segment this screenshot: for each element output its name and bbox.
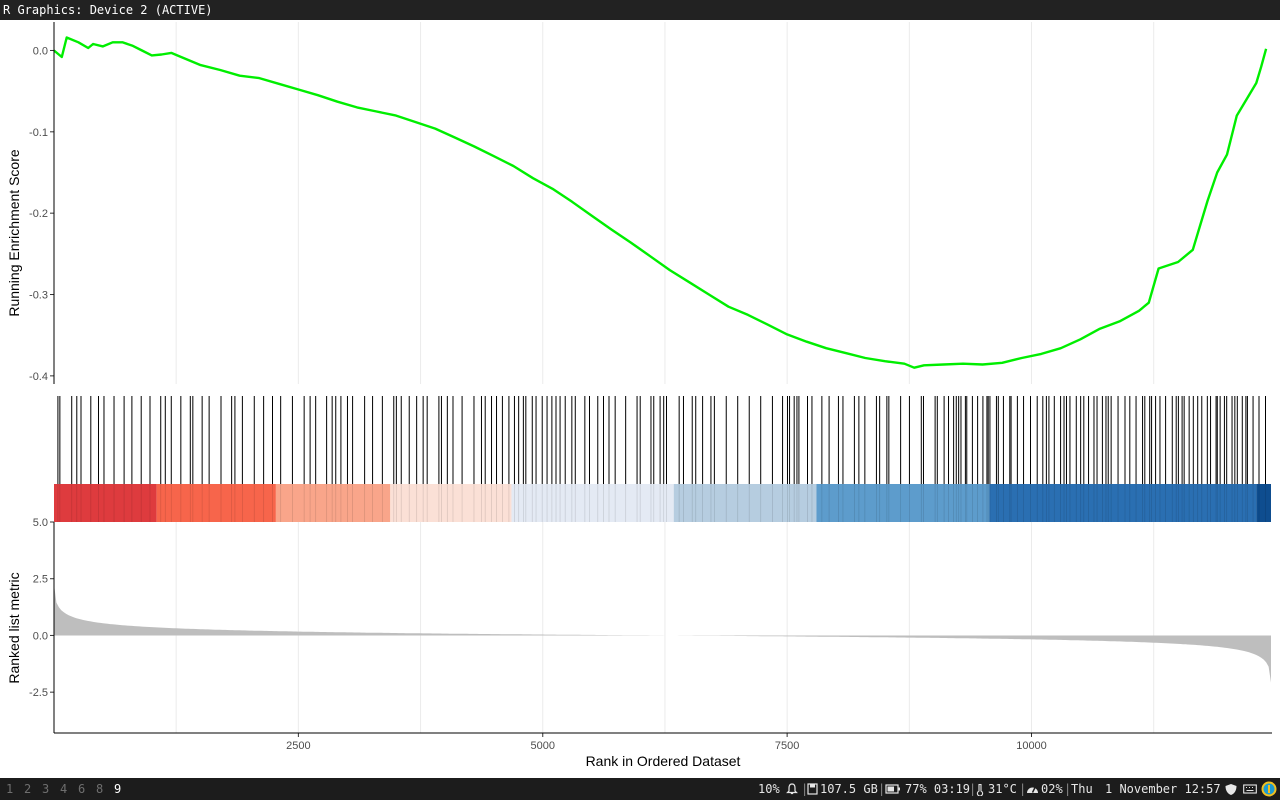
separator: | xyxy=(969,782,977,796)
clock-datetime[interactable]: 1 November 12:57 xyxy=(1105,782,1221,796)
keyboard-icon[interactable] xyxy=(1243,783,1257,795)
disk-icon xyxy=(807,783,818,795)
workspace-3[interactable]: 3 xyxy=(42,782,50,796)
metric-tick-label: 0.0 xyxy=(33,630,48,642)
color-band-segment xyxy=(275,484,391,522)
thermometer-icon xyxy=(976,783,984,796)
workspace-1[interactable]: 1 xyxy=(6,782,14,796)
es-y-axis-title: Running Enrichment Score xyxy=(6,149,22,317)
x-tick-label: 2500 xyxy=(286,740,310,752)
separator: | xyxy=(1064,782,1072,796)
separator: | xyxy=(1019,782,1027,796)
color-band-segment xyxy=(816,484,990,522)
battery-icon xyxy=(885,784,900,794)
update-notifier-icon[interactable] xyxy=(1261,781,1277,797)
color-band-segment xyxy=(156,484,276,522)
volume-value[interactable]: 10% xyxy=(758,782,780,796)
color-band-segment xyxy=(390,484,512,522)
color-band-segment xyxy=(673,484,817,522)
x-tick-label: 10000 xyxy=(1016,740,1047,752)
es-tick-label: -0.2 xyxy=(29,208,48,220)
metric-y-axis-title: Ranked list metric xyxy=(6,572,22,683)
separator: | xyxy=(878,782,886,796)
cpu-usage: 02% xyxy=(1041,782,1063,796)
shield-icon[interactable] xyxy=(1224,783,1238,796)
color-band-segment xyxy=(54,484,157,522)
window-title: R Graphics: Device 2 (ACTIVE) xyxy=(3,3,213,17)
metric-tick-label: 5.0 xyxy=(33,517,48,529)
workspace-6[interactable]: 6 xyxy=(78,782,86,796)
day-of-week: Thu xyxy=(1071,782,1093,796)
color-band-segment xyxy=(511,484,674,522)
color-band-segment xyxy=(989,484,1257,522)
workspace-2[interactable]: 2 xyxy=(24,782,32,796)
battery-status: 77% 03:19 xyxy=(905,782,971,796)
color-band-segment xyxy=(1256,484,1271,522)
running-es-polyline xyxy=(53,36,1268,369)
rank-color-band xyxy=(54,484,1271,522)
bell-icon[interactable] xyxy=(786,783,798,795)
disk-free: 107.5 GB xyxy=(820,782,878,796)
ranked-metric-area xyxy=(54,584,1271,683)
separator: | xyxy=(801,782,809,796)
x-tick-label: 7500 xyxy=(775,740,799,752)
workspace-4[interactable]: 4 xyxy=(60,782,68,796)
es-gridlines xyxy=(175,22,1155,384)
gauge-icon xyxy=(1027,787,1038,793)
metric-tick-label: 2.5 xyxy=(33,574,48,586)
gsea-plot-area: 0.0 -0.1 -0.2 -0.3 -0.4 5.0 2.5 0.0 -2.5 2500 50… xyxy=(0,20,1280,778)
window-titlebar: R Graphics: Device 2 (ACTIVE) xyxy=(0,0,1280,20)
running-es-line xyxy=(53,36,1268,369)
workspace-8[interactable]: 8 xyxy=(96,782,104,796)
gsea-chart: 0.0 -0.1 -0.2 -0.3 -0.4 5.0 2.5 0.0 -2.5 2500 50… xyxy=(6,22,1272,769)
es-y-ticks: 0.0 -0.1 -0.2 -0.3 -0.4 xyxy=(29,45,54,383)
metric-gridlines xyxy=(175,522,1155,733)
workspace-9[interactable]: 9 xyxy=(114,782,122,796)
x-tick-label: 5000 xyxy=(531,740,555,752)
gene-hit-marks xyxy=(57,396,1266,484)
es-tick-label: -0.4 xyxy=(29,371,48,383)
es-tick-label: -0.1 xyxy=(29,127,48,139)
es-tick-label: 0.0 xyxy=(33,45,48,57)
ranked-metric-fill xyxy=(54,584,1271,683)
temperature: 31°C xyxy=(988,782,1017,796)
metric-y-ticks: 5.0 2.5 0.0 -2.5 xyxy=(29,517,54,699)
es-tick-label: -0.3 xyxy=(29,290,48,302)
metric-tick-label: -2.5 xyxy=(29,687,48,699)
x-axis-title: Rank in Ordered Dataset xyxy=(586,753,741,769)
x-axis-ticks: 2500 5000 7500 10000 xyxy=(286,733,1047,752)
